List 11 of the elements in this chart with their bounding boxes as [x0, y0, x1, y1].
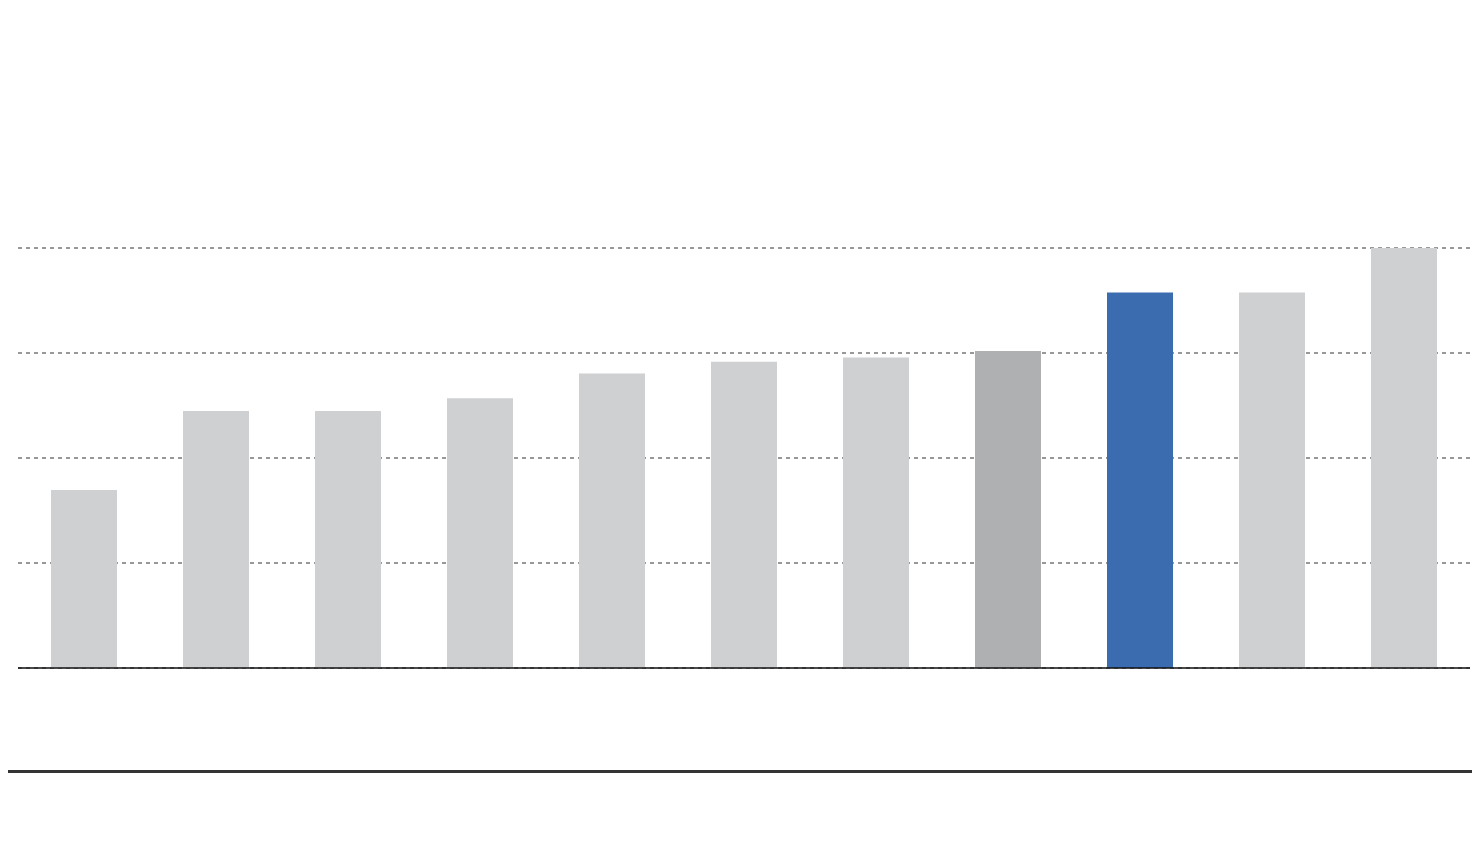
- bar: [315, 410, 381, 668]
- bar: [975, 350, 1041, 668]
- bar: [183, 410, 249, 668]
- bar: [1371, 248, 1437, 668]
- bar: [1107, 292, 1173, 668]
- bar: [447, 398, 513, 668]
- bar: [579, 373, 645, 668]
- bar: [51, 489, 117, 668]
- bar: [711, 361, 777, 668]
- bar: [843, 357, 909, 668]
- bar: [1239, 292, 1305, 668]
